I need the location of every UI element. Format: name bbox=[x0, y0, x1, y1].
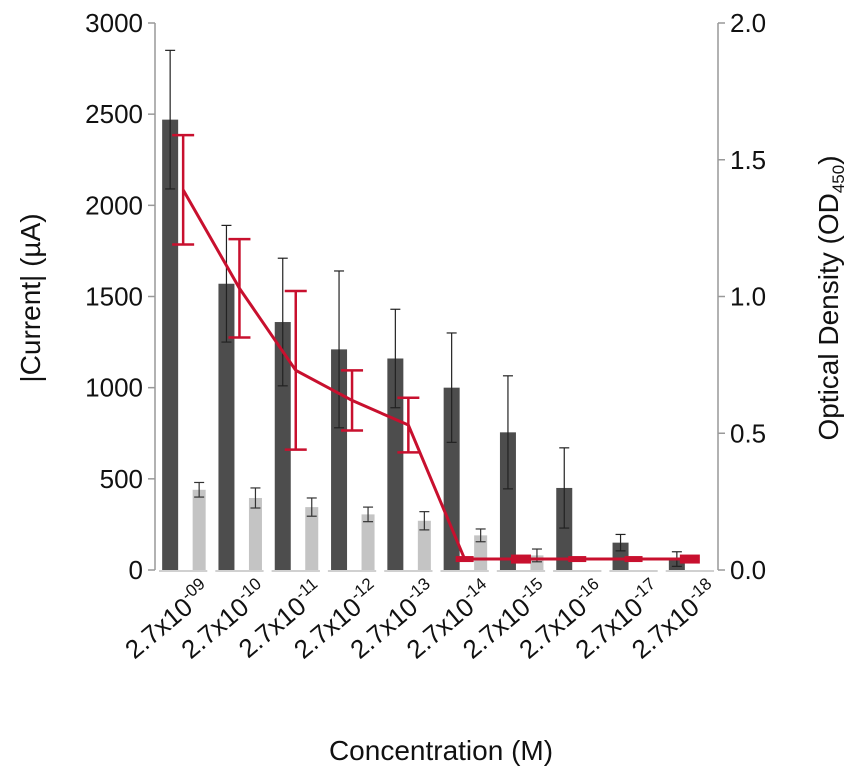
bars-layer bbox=[162, 49, 685, 571]
current-bar bbox=[162, 119, 179, 571]
current-bar bbox=[387, 358, 404, 570]
od-point bbox=[510, 554, 531, 564]
y-tick-label: 2500 bbox=[85, 99, 143, 129]
od-line bbox=[181, 189, 690, 561]
current-bar bbox=[331, 349, 348, 570]
od-point bbox=[679, 554, 700, 564]
current-bar bbox=[612, 542, 629, 570]
od-point bbox=[568, 556, 587, 563]
y-axis-title: |Current| (µA) bbox=[15, 213, 46, 382]
od-point bbox=[624, 556, 643, 563]
control-bar bbox=[474, 535, 488, 570]
y-tick-label: 1500 bbox=[85, 282, 143, 312]
x-axis-title: Concentration (M) bbox=[329, 735, 553, 766]
current-bar bbox=[443, 387, 460, 570]
y2-axis-title-sub: 450 bbox=[829, 165, 848, 193]
od-line-layer bbox=[172, 133, 700, 564]
control-bar bbox=[361, 514, 375, 570]
y2-tick-label: 1.0 bbox=[730, 282, 766, 312]
y-tick-label: 3000 bbox=[85, 8, 143, 38]
control-bar bbox=[248, 497, 262, 570]
control-bar bbox=[305, 507, 319, 570]
y2-axis-title: Optical Density (OD450) bbox=[813, 155, 848, 440]
current-bar bbox=[499, 432, 516, 570]
y-tick-label: 0 bbox=[129, 555, 143, 585]
y2-axis-title-base: Optical Density (OD bbox=[813, 193, 844, 440]
od-point bbox=[455, 556, 474, 563]
control-bar bbox=[417, 520, 431, 570]
control-bar bbox=[192, 489, 206, 570]
y-tick-label: 1000 bbox=[85, 373, 143, 403]
y2-tick-label: 0.0 bbox=[730, 555, 766, 585]
current-bar bbox=[218, 283, 235, 570]
y2-tick-label: 2.0 bbox=[730, 8, 766, 38]
y-tick-label: 2000 bbox=[85, 190, 143, 220]
y2-axis-title-close: ) bbox=[813, 155, 844, 164]
y-tick-label: 500 bbox=[100, 464, 143, 494]
current-bar bbox=[274, 322, 291, 570]
y2-tick-label: 0.5 bbox=[730, 418, 766, 448]
y2-tick-label: 1.5 bbox=[730, 145, 766, 175]
current-bar bbox=[556, 487, 573, 570]
